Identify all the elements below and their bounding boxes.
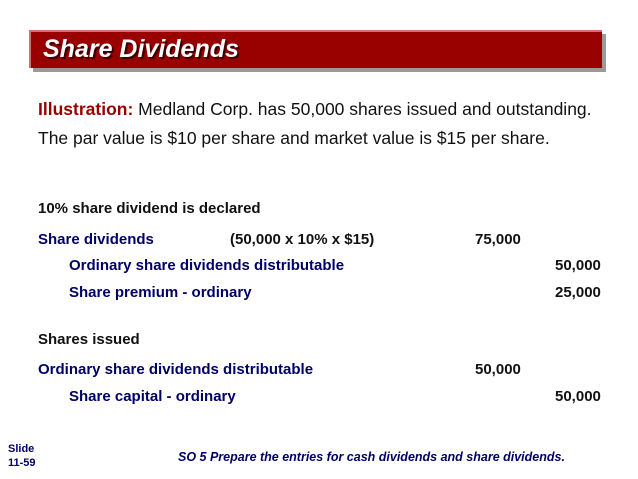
page-title: Share Dividends [43,35,239,63]
entry1-credit1-account: Ordinary share dividends distributable [69,257,345,274]
illustration-label: Illustration: [38,99,134,119]
entry2-credit-account: Share capital - ordinary [69,388,236,405]
entry2-debit-account: Ordinary share dividends distributable [38,361,314,378]
entry1-credit2-amount: 25,000 [555,284,601,301]
entry2-credit-amount: 50,000 [555,388,601,405]
slide-number: Slide 11-59 [8,442,36,470]
slide-label: Slide [8,443,35,455]
entry1-calculation: (50,000 x 10% x $15) [230,231,375,248]
title-bar: Share Dividends [29,30,602,68]
entry1-credit1-amount: 50,000 [555,257,601,274]
entry1-debit-amount: 75,000 [475,231,521,248]
illustration-paragraph: Illustration: Medland Corp. has 50,000 s… [38,95,618,153]
entry1-heading: 10% share dividend is declared [38,200,261,217]
slide-number-value: 11-59 [8,457,36,469]
entry2-heading: Shares issued [38,331,140,348]
study-objective: SO 5 Prepare the entries for cash divide… [178,450,565,464]
entry1-debit-account: Share dividends [38,231,154,248]
entry2-debit-amount: 50,000 [475,361,521,378]
entry1-credit2-account: Share premium - ordinary [69,284,252,301]
illustration-text: Medland Corp. has 50,000 shares issued a… [38,99,592,148]
